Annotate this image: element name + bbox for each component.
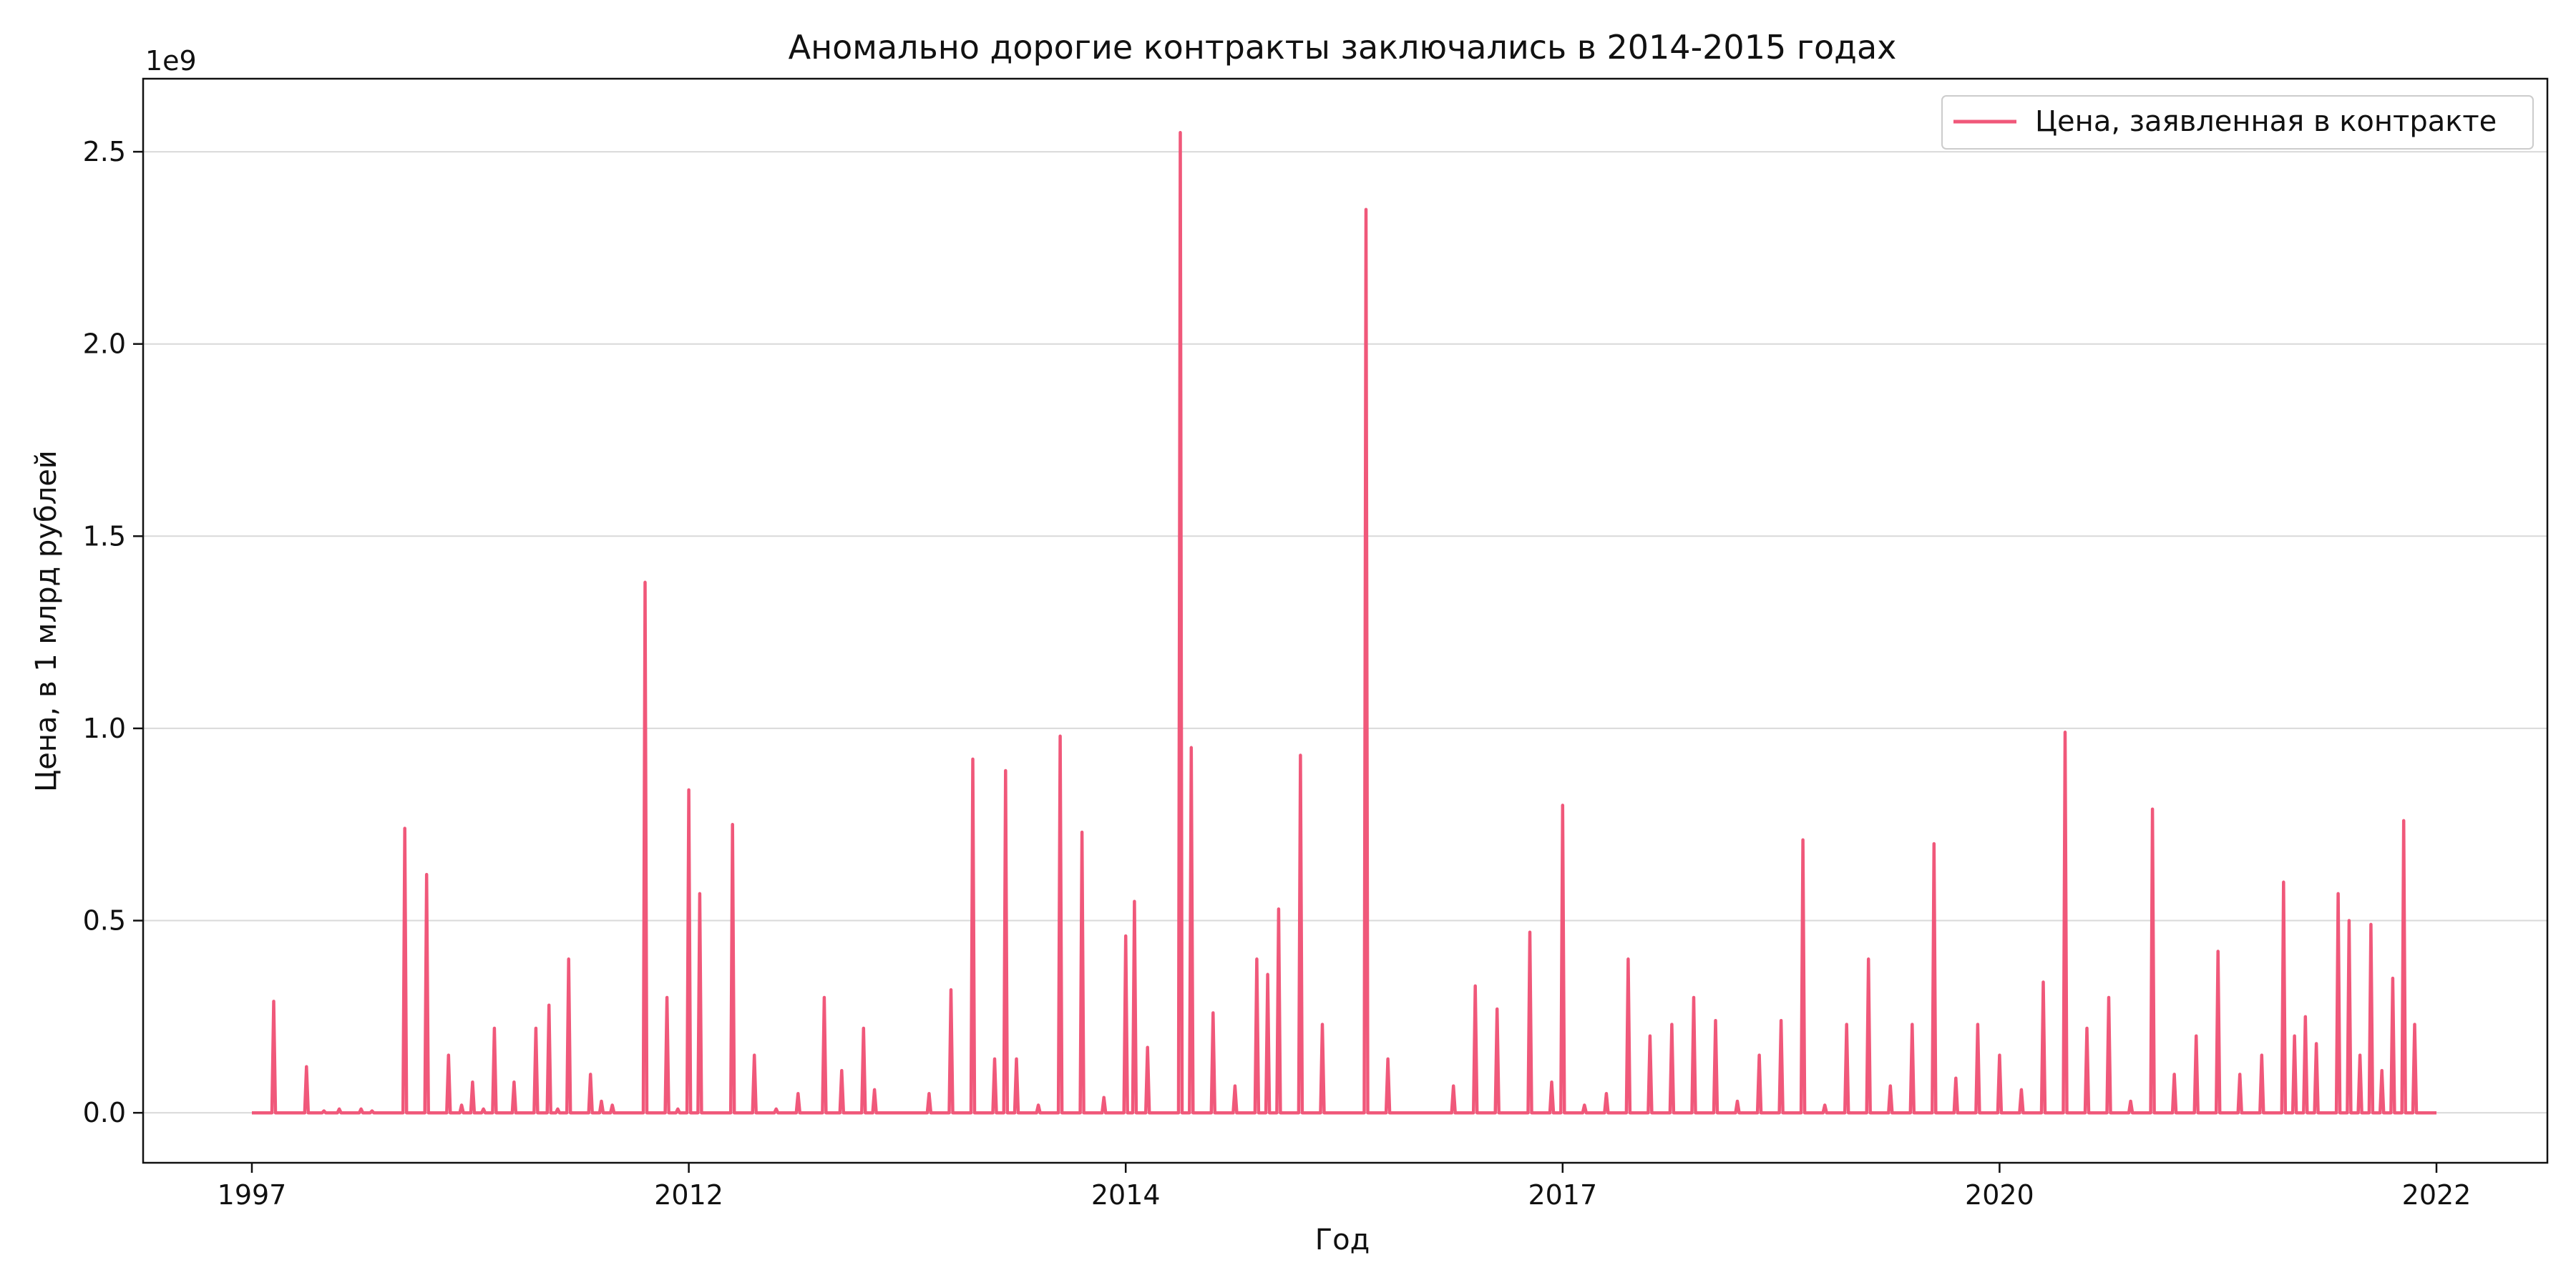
y-axis: 0.0 0.5 1.0 1.5 2.0 2.5 <box>83 136 143 1128</box>
y-offset-label: 1e9 <box>145 45 197 77</box>
legend-box <box>1941 95 2534 150</box>
x-tick-label: 2017 <box>1528 1179 1597 1211</box>
x-tick-label: 2014 <box>1091 1179 1161 1211</box>
x-axis: 1997 2012 2014 2017 2020 2022 <box>218 1163 2472 1211</box>
x-tick-label: 2020 <box>1965 1179 2034 1211</box>
y-tick-label: 1.5 <box>83 520 126 552</box>
x-axis-label: Год <box>1315 1224 1370 1257</box>
x-tick-label: 1997 <box>218 1179 287 1211</box>
y-tick-label: 2.5 <box>83 136 126 167</box>
x-tick-label: 2012 <box>654 1179 723 1211</box>
x-tick-label: 2022 <box>2402 1179 2472 1211</box>
y-axis-label: Цена, в 1 млрд рублей <box>30 450 63 792</box>
y-tick-label: 2.0 <box>83 328 126 360</box>
series-line-price <box>252 130 2436 1115</box>
legend: Цена, заявленная в контракте <box>1941 95 2534 150</box>
plot-frame <box>142 77 2549 1164</box>
y-tick-label: 0.0 <box>83 1097 126 1128</box>
y-tick-label: 1.0 <box>83 713 126 744</box>
series-layer <box>252 130 2436 1115</box>
legend-label: Цена, заявленная в контракте <box>2035 105 2497 138</box>
chart-title: Аномально дорогие контракты заключались … <box>789 28 1897 67</box>
y-tick-label: 0.5 <box>83 905 126 937</box>
